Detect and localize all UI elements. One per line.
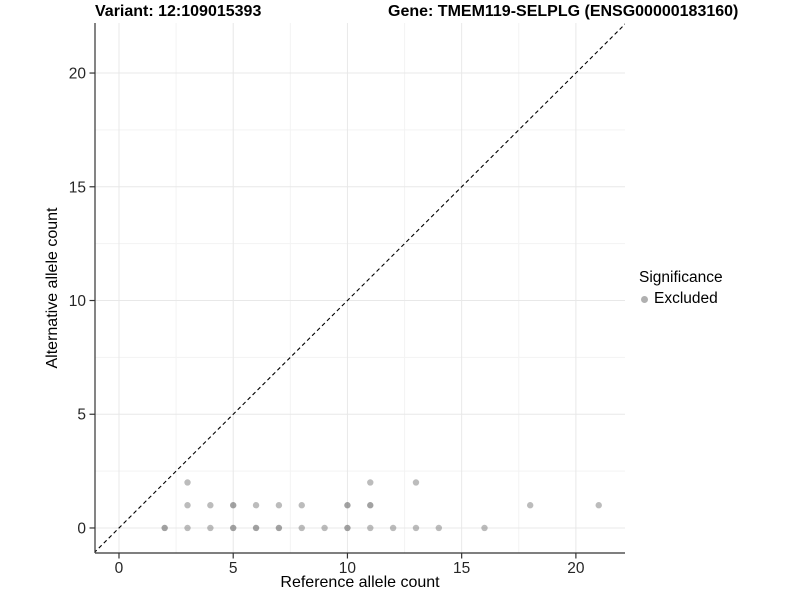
data-point (481, 524, 488, 532)
x-tick-label: 10 (339, 560, 357, 577)
data-point (526, 502, 534, 509)
data-point (161, 524, 168, 532)
data-point (184, 524, 191, 532)
x-tick-label: 0 (115, 560, 124, 577)
data-point (184, 502, 191, 509)
data-point (252, 524, 260, 532)
data-point (412, 524, 420, 532)
data-point (275, 524, 283, 532)
data-point (230, 502, 237, 509)
data-point (207, 502, 214, 509)
variant-title: Variant: 12:109015393 (95, 3, 262, 20)
data-point (298, 502, 305, 509)
y-axis-label: Alternative allele count (44, 207, 61, 369)
gene-title: Gene: TMEM119-SELPLG (ENSG00000183160) (388, 3, 739, 20)
data-point (321, 524, 328, 532)
legend-title: Significance (639, 269, 723, 286)
data-point (367, 502, 374, 509)
y-tick-label: 15 (69, 179, 86, 196)
data-point (595, 502, 602, 509)
data-point (435, 524, 443, 532)
y-tick-label: 0 (77, 520, 86, 537)
legend-item-label: Excluded (654, 290, 718, 307)
data-point (344, 502, 351, 509)
data-point (344, 524, 351, 532)
y-tick-label: 5 (77, 407, 86, 424)
y-tick-label: 20 (69, 66, 87, 83)
y-tick-label: 10 (69, 293, 87, 310)
data-point (184, 479, 191, 486)
data-point (367, 479, 374, 486)
data-point (389, 524, 397, 532)
legend-item-excluded: Excluded (639, 290, 723, 308)
x-axis-label: Reference allele count (280, 574, 440, 591)
legend: Significance Excluded (639, 269, 723, 308)
data-point (207, 524, 214, 532)
data-point (230, 524, 237, 532)
data-point (252, 502, 260, 509)
identity-dashed-line (95, 23, 625, 553)
x-tick-label: 20 (567, 560, 585, 577)
data-point (412, 479, 420, 486)
x-tick-label: 15 (453, 560, 470, 577)
data-point (367, 524, 374, 532)
x-tick-label: 5 (229, 560, 238, 577)
data-point (298, 524, 305, 532)
data-point (275, 502, 283, 509)
excluded-dot-swatch (641, 295, 648, 303)
